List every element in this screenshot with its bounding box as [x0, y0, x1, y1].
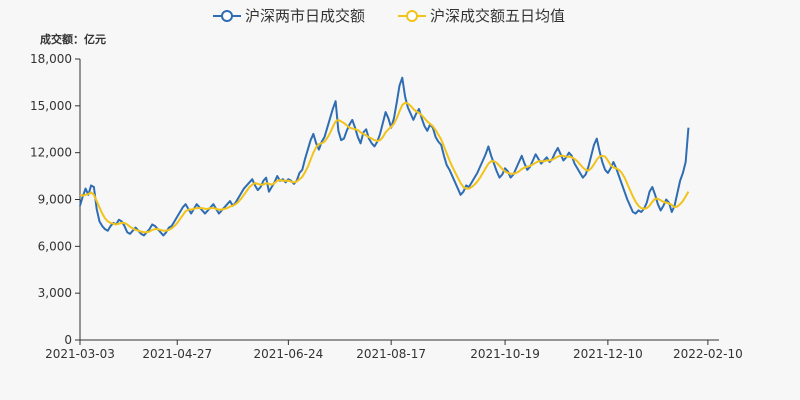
legend-label-daily: 沪深两市日成交额	[245, 7, 365, 25]
legend-item-daily-volume[interactable]: 沪深两市日成交额	[213, 7, 365, 25]
series-layer	[79, 76, 690, 237]
y-tick-label: 12,000	[30, 146, 72, 160]
y-axis: 0 3,000 6,000 9,000 12,000 15,000 18,000	[30, 52, 81, 347]
legend-marker-daily	[221, 10, 233, 22]
x-tick-label: 2021-10-19	[470, 347, 540, 361]
x-axis: 2021-03-03 2021-04-27 2021-06-24 2021-08-17…	[45, 339, 743, 361]
x-tick-label: 2021-04-27	[142, 347, 212, 361]
x-tick-label: 2021-08-17	[356, 347, 426, 361]
x-tick-label: 2021-03-03	[45, 347, 115, 361]
y-tick-label: 9,000	[38, 193, 72, 207]
legend-item-5day-avg[interactable]: 沪深成交额五日均值	[398, 7, 565, 25]
legend[interactable]: 沪深两市日成交额 沪深成交额五日均值	[213, 7, 565, 25]
legend-label-avg: 沪深成交额五日均值	[430, 7, 565, 25]
series-line-daily-volume	[79, 76, 690, 237]
series-line-5day-average	[79, 101, 690, 234]
y-tick-label: 3,000	[38, 286, 72, 300]
y-tick-label: 6,000	[38, 239, 72, 253]
x-tick-label: 2021-06-24	[253, 347, 323, 361]
legend-marker-avg	[406, 10, 418, 22]
y-axis-unit-label: 成交额：亿元	[40, 32, 106, 46]
x-tick-label: 2022-02-10	[673, 347, 743, 361]
y-tick-label: 15,000	[30, 99, 72, 113]
y-tick-label: 0	[64, 333, 72, 347]
x-tick-label: 2021-12-10	[573, 347, 643, 361]
y-tick-label: 18,000	[30, 52, 72, 66]
